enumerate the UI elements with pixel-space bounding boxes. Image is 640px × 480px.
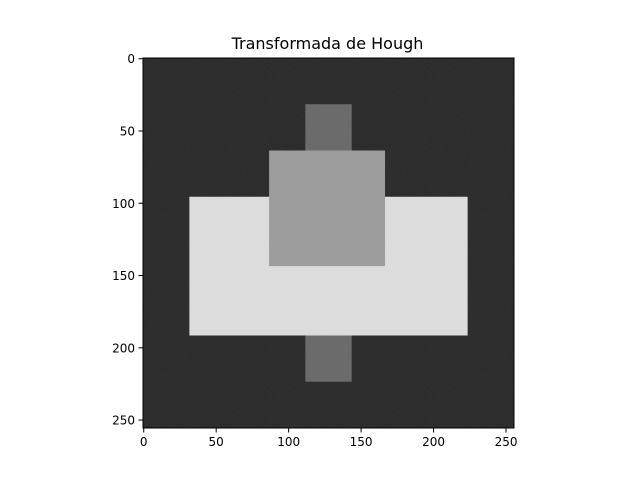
y-tick-label: 50	[120, 124, 135, 138]
x-axis: 0 50 100 150 200 250	[140, 428, 518, 449]
x-tick-label: 100	[277, 435, 300, 449]
y-tick-label: 250	[112, 414, 135, 428]
y-axis: 0 50 100 150 200 250	[112, 52, 143, 428]
y-tick-label: 150	[112, 269, 135, 283]
noise-overlay	[143, 58, 514, 428]
x-tick-label: 250	[495, 435, 518, 449]
y-tick-label: 200	[112, 341, 135, 355]
image-layer	[143, 58, 514, 428]
x-tick-label: 50	[209, 435, 224, 449]
x-tick-label: 0	[140, 435, 148, 449]
plot-area	[142, 57, 515, 429]
x-tick-label: 200	[422, 435, 445, 449]
y-tick-label: 0	[127, 52, 135, 66]
axes-frame	[142, 57, 515, 429]
chart-title: Transformada de Hough	[231, 34, 424, 53]
y-tick-label: 100	[112, 197, 135, 211]
x-tick-label: 150	[350, 435, 373, 449]
